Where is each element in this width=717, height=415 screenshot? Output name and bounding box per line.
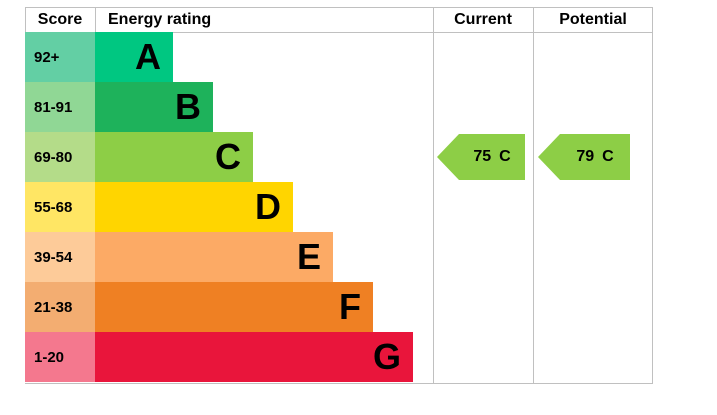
- band-score-range: 21-38: [25, 282, 95, 332]
- current-header: Current: [454, 11, 512, 28]
- band-score-range: 39-54: [25, 232, 95, 282]
- potential-header: Potential: [559, 11, 627, 28]
- potential-rating-value: 79: [576, 148, 595, 165]
- band-letter: B: [175, 86, 201, 127]
- band-letter: F: [339, 286, 361, 327]
- band-bar-f: F: [95, 282, 373, 332]
- potential-rating-arrow: 79 C: [538, 134, 630, 180]
- grid-line: [533, 7, 534, 384]
- band-bar-a: A: [95, 32, 173, 82]
- grid-line: [95, 7, 96, 33]
- band-row-e: 39-54 E: [25, 232, 653, 282]
- table-header-row: Score Energy rating Current Potential: [25, 8, 653, 32]
- band-letter: C: [215, 136, 241, 177]
- band-row-g: 1-20 G: [25, 332, 653, 382]
- grid-line: [433, 7, 434, 384]
- band-letter: E: [296, 236, 321, 277]
- energy-bands: 92+ A 81-91 B 69-80 C 55-68 D 39-54 E 21-38 F 1-20 G: [25, 32, 653, 382]
- band-bar-g: G: [95, 332, 413, 382]
- current-rating-band: C: [499, 148, 511, 165]
- table-top-border: [25, 7, 653, 8]
- header-bottom-border: [25, 32, 653, 33]
- potential-rating-band: C: [602, 148, 614, 165]
- grid-line: [25, 7, 26, 33]
- band-row-a: 92+ A: [25, 32, 653, 82]
- band-score-range: 69-80: [25, 132, 95, 182]
- band-row-f: 21-38 F: [25, 282, 653, 332]
- band-score-range: 55-68: [25, 182, 95, 232]
- band-row-b: 81-91 B: [25, 82, 653, 132]
- band-bar-b: B: [95, 82, 213, 132]
- band-bar-e: E: [95, 232, 333, 282]
- band-score-range: 92+: [25, 32, 95, 82]
- band-score-range: 1-20: [25, 332, 95, 382]
- band-score-range: 81-91: [25, 82, 95, 132]
- band-letter: A: [135, 36, 161, 77]
- score-header: Score: [37, 11, 83, 28]
- epc-rating-chart: Score Energy rating Current Potential 92…: [25, 7, 653, 384]
- band-letter: D: [255, 186, 281, 227]
- table-bottom-border: [25, 383, 653, 384]
- band-letter: G: [372, 336, 401, 377]
- band-row-d: 55-68 D: [25, 182, 653, 232]
- band-row-c: 69-80 C: [25, 132, 653, 182]
- band-bar-c: C: [95, 132, 253, 182]
- grid-line: [652, 7, 653, 384]
- current-rating-value: 75: [473, 148, 492, 165]
- energy-rating-header: Energy rating: [108, 11, 212, 28]
- band-bar-d: D: [95, 182, 293, 232]
